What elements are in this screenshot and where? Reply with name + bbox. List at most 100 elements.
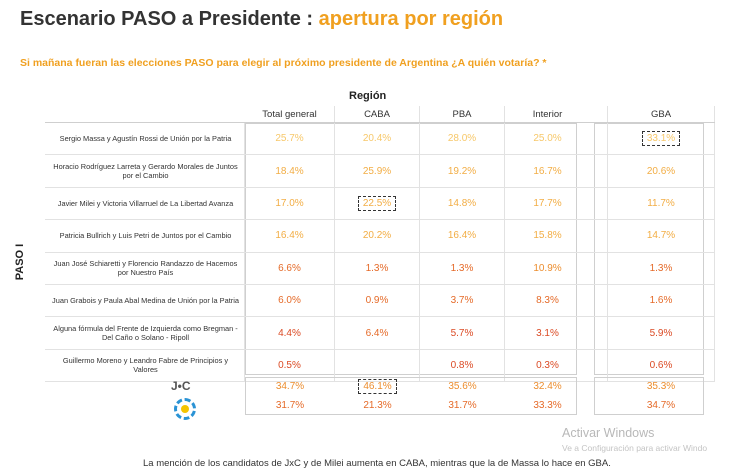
value-gba: 20.6% <box>646 165 676 177</box>
column-gap <box>590 155 607 186</box>
table-row: Alguna fórmula del Frente de Izquierda c… <box>45 317 715 350</box>
value-pba-cell: 5.7% <box>420 317 505 349</box>
region-header: Región <box>349 90 387 102</box>
value-caba-cell: 25.9% <box>335 155 420 187</box>
value-gba-cell: 1.6% <box>607 284 715 317</box>
value-caba: 0.9% <box>365 295 389 307</box>
column-header-interior: Interior <box>532 108 563 120</box>
table-row: Patricia Bullrich y Luis Petri de Juntos… <box>45 220 715 253</box>
total-pba-cell: 31.7% <box>420 396 505 415</box>
total-caba: 21.3% <box>363 400 392 411</box>
value-total: 18.4% <box>275 165 304 177</box>
value-total-cell: 25.7% <box>245 123 335 155</box>
total-interior: 32.4% <box>533 381 562 392</box>
table-header-row: Total general CABA PBA Interior GBA <box>45 106 715 123</box>
total-total-cell: 31.7% <box>245 396 335 415</box>
total-gba-cell: 35.3% <box>607 377 715 396</box>
value-total: 4.4% <box>278 327 301 339</box>
column-gap <box>590 123 607 154</box>
value-pba: 16.4% <box>447 230 477 242</box>
value-caba: 25.9% <box>362 165 392 177</box>
column-gap <box>590 106 607 122</box>
value-caba: 20.4% <box>362 133 392 145</box>
value-gba: 14.7% <box>646 230 676 242</box>
total-interior-cell: 33.3% <box>505 396 590 415</box>
survey-question: Si mañana fueran las elecciones PASO par… <box>20 57 547 69</box>
value-interior-cell: 8.3% <box>505 285 590 316</box>
title-main: Escenario PASO a Presidente : <box>20 8 319 30</box>
value-total: 25.7% <box>275 133 304 145</box>
value-interior: 16.7% <box>533 165 562 177</box>
value-gba-cell: 1.3% <box>607 252 715 284</box>
value-interior-cell: 10.9% <box>505 253 590 284</box>
value-gba: 1.3% <box>649 262 673 274</box>
value-interior: 3.1% <box>536 327 559 339</box>
table-row: Sergio Massa y Agustín Rossi de Unión po… <box>45 123 715 156</box>
column-gap <box>590 317 607 348</box>
column-header-total: Total general <box>245 106 335 122</box>
value-gba: 5.9% <box>649 327 673 339</box>
totals-frame-gba <box>594 377 704 415</box>
column-gap <box>590 188 607 219</box>
candidate-name: Guillermo Moreno y Leandro Fabre de Prin… <box>45 349 245 382</box>
value-caba-cell <box>335 349 420 382</box>
total-caba: 46.1% <box>358 379 397 394</box>
totals-frame-main <box>245 377 577 415</box>
page-title: Escenario PASO a Presidente : apertura p… <box>20 8 503 31</box>
value-caba-cell: 1.3% <box>335 252 420 284</box>
value-total-cell: 4.4% <box>245 317 335 349</box>
paso-side-label: PASO I <box>14 243 26 281</box>
total-total: 34.7% <box>275 381 305 392</box>
totals-row: 34.7% 46.1% 35.6% 32.4% 35.3% <box>45 377 715 396</box>
table-row: Javier Milei y Victoria Villarruel de La… <box>45 187 715 221</box>
total-pba-cell: 35.6% <box>420 377 505 396</box>
value-pba-cell: 3.7% <box>420 284 505 317</box>
total-caba-cell: 46.1% <box>335 377 420 396</box>
value-caba-cell: 20.4% <box>335 123 420 155</box>
column-gap <box>590 220 607 251</box>
value-caba: 6.4% <box>365 327 389 339</box>
total-gba-cell: 34.7% <box>607 396 715 415</box>
value-pba-cell: 14.8% <box>420 187 505 220</box>
value-gba-cell: 33.1% <box>607 123 715 155</box>
value-interior: 17.7% <box>533 197 562 209</box>
windows-watermark-subtitle: Ve a Configuración para activar Windo <box>562 443 708 453</box>
table-row: Juan Grabois y Paula Abal Medina de Unió… <box>45 284 715 318</box>
column-gap <box>590 285 607 316</box>
gba-table-frame <box>594 123 704 375</box>
candidate-name: Patricia Bullrich y Luis Petri de Juntos… <box>45 220 245 252</box>
value-gba-cell: 5.9% <box>607 317 715 349</box>
total-caba-cell: 21.3% <box>335 396 420 415</box>
value-total: 16.4% <box>275 230 304 242</box>
candidate-name: Juan Grabois y Paula Abal Medina de Unió… <box>45 284 245 317</box>
value-interior: 25.0% <box>533 133 562 145</box>
value-pba: 0.8% <box>450 359 474 371</box>
value-total: 6.6% <box>278 262 301 274</box>
totals-row: 31.7% 21.3% 31.7% 33.3% 34.7% <box>45 396 715 415</box>
main-table-frame <box>245 123 577 375</box>
candidate-name: Javier Milei y Victoria Villarruel de La… <box>45 187 245 220</box>
value-interior-cell: 15.8% <box>505 220 590 251</box>
value-total: 0.5% <box>278 359 301 371</box>
value-gba: 1.6% <box>649 295 673 307</box>
value-caba-cell: 0.9% <box>335 284 420 317</box>
column-header-pba: PBA <box>420 106 505 122</box>
value-caba: 22.5% <box>357 195 397 211</box>
value-caba-cell: 20.2% <box>335 220 420 252</box>
value-interior-cell: 16.7% <box>505 155 590 186</box>
value-interior-cell: 17.7% <box>505 188 590 219</box>
header-spacer <box>45 106 245 122</box>
footer-note: La mención de los candidatos de JxC y de… <box>143 458 611 469</box>
total-total: 31.7% <box>275 400 305 411</box>
value-pba: 1.3% <box>450 262 474 274</box>
total-interior-cell: 32.4% <box>505 377 590 396</box>
value-total-cell: 6.6% <box>245 252 335 284</box>
value-total: 17.0% <box>275 197 304 209</box>
value-gba-cell: 20.6% <box>607 155 715 187</box>
value-caba-cell: 22.5% <box>335 187 420 220</box>
logo-area: J•C <box>45 377 245 420</box>
windows-watermark-title: Activar Windows <box>562 426 655 440</box>
value-interior: 15.8% <box>533 230 562 242</box>
value-total-cell: 0.5% <box>245 349 335 382</box>
candidate-name: Sergio Massa y Agustín Rossi de Unión po… <box>45 123 245 155</box>
